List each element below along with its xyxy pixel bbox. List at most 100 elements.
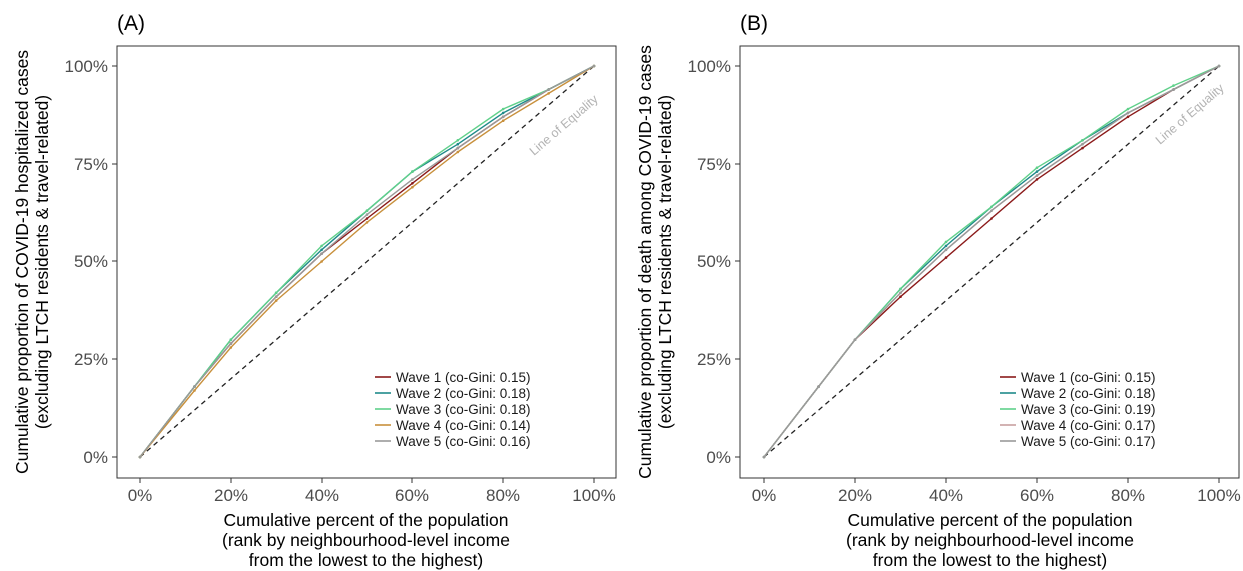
panel-b-y-tick-label: 50% [697, 252, 731, 271]
panel-b-x-tick-label: 60% [1020, 486, 1054, 505]
panel-b-legend-item: Wave 2 (co-Gini: 0.18) [1000, 386, 1156, 401]
panel-b-x-ticks: 0% 20% 40% 60% 80% 100% [752, 478, 1241, 505]
panel-b-y-ticks: 0% 25% 50% 75% 100% [688, 57, 740, 467]
panel-a-data-point [138, 455, 142, 459]
panel-b-y-title-line: (excluding LTCH residents & travel-relat… [655, 95, 675, 429]
panel-a-data-point [229, 346, 233, 349]
panel-a-data-point [501, 119, 505, 122]
panel-a-legend-item: Wave 3 (co-Gini: 0.18) [375, 402, 531, 417]
panel-b-data-point [1081, 146, 1084, 150]
panel-a-data-point [193, 389, 196, 392]
panel-a-data-point [456, 146, 460, 150]
panel-b-data-point [1172, 88, 1175, 91]
panel-b-legend-label: Wave 2 (co-Gini: 0.18) [1021, 386, 1156, 401]
panel-a-equality-line [139, 65, 595, 458]
panel-b-data-point [1035, 166, 1039, 169]
panel-a-legend-item: Wave 1 (co-Gini: 0.15) [375, 370, 531, 385]
panel-a-x-title-line: Cumulative percent of the population [223, 510, 508, 530]
panel-a-data-point [229, 342, 233, 345]
panel-b-data-point [1126, 115, 1130, 119]
panel-a-plot-border [116, 45, 617, 479]
panel-b-data-point [899, 287, 902, 291]
panel-b-x-tick-label: 100% [1197, 486, 1240, 505]
panel-a-legend-label: Wave 1 (co-Gini: 0.15) [396, 370, 531, 385]
panel-a-data-point [193, 385, 196, 388]
panel-b-data-point [1126, 111, 1130, 115]
panel-b-legend-label: Wave 3 (co-Gini: 0.19) [1021, 402, 1156, 417]
panel-a-y-axis-title: Cumulative proportion of COVID-19 hospit… [12, 50, 52, 474]
panel-a-x-tick-label: 60% [395, 486, 429, 505]
panel-a-data-point [411, 185, 414, 189]
panel-a-data-point [411, 178, 414, 181]
panel-a-x-axis-title: Cumulative percent of the population (ra… [222, 510, 510, 570]
panel-a-legend-label: Wave 2 (co-Gini: 0.18) [396, 386, 531, 401]
panel-a-legend-item: Wave 2 (co-Gini: 0.18) [375, 386, 531, 401]
panel-a-x-tick-label: 20% [214, 486, 248, 505]
panel-a-data-point [320, 252, 323, 255]
panel-b-data-point [1126, 107, 1130, 111]
panel-b-data-point [853, 338, 857, 342]
panel-a-series-group [138, 64, 596, 459]
panel-b-data-point [1035, 178, 1039, 181]
panel-b-data-point [990, 209, 993, 212]
panel-b-data-point [990, 205, 993, 209]
panel-b-data-point [1172, 84, 1175, 87]
panel-a-legend-label: Wave 4 (co-Gini: 0.14) [396, 418, 531, 433]
panel-b-series-group [762, 64, 1221, 459]
panel-a-y-tick-label: 0% [83, 448, 108, 467]
panel-b-data-point [944, 248, 948, 252]
panel-b-legend-label: Wave 4 (co-Gini: 0.17) [1021, 418, 1156, 433]
panel-a-data-point [274, 299, 278, 302]
panel-a-data-point [547, 88, 550, 91]
panel-a-data-point [456, 142, 460, 146]
panel-b-x-tick-label: 20% [838, 486, 872, 505]
panel-b-x-title-line: from the lowest to the highest) [873, 550, 1107, 570]
panel-a: (A) 0% 25% 50% 75% 100% 0% 20% 40% 60% 8… [12, 12, 617, 570]
panel-b-x-tick-label: 80% [1111, 486, 1145, 505]
panel-a-data-point [320, 244, 323, 248]
panel-a-legend-label: Wave 5 (co-Gini: 0.16) [396, 434, 531, 449]
panel-a-x-tick-label: 80% [486, 486, 520, 505]
panel-a-data-point [501, 107, 505, 111]
panel-b-y-axis-title: Cumulative proportion of death among COV… [635, 45, 675, 479]
panel-b-legend-item: Wave 3 (co-Gini: 0.19) [1000, 402, 1156, 417]
panel-b-y-tick-label: 0% [706, 448, 731, 467]
panel-a-x-tick-label: 100% [572, 486, 615, 505]
panel-b-legend-item: Wave 1 (co-Gini: 0.15) [1000, 370, 1156, 385]
panel-a-data-point [411, 182, 414, 185]
panel-a-y-tick-label: 75% [74, 155, 108, 174]
panel-a-y-tick-label: 25% [74, 350, 108, 369]
panel-b-data-point [1217, 64, 1221, 68]
panel-a-equality-label: Line of Equality [527, 91, 601, 158]
panel-a-legend: Wave 1 (co-Gini: 0.15) Wave 2 (co-Gini: … [375, 370, 531, 449]
panel-b-y-title-line: Cumulative proportion of death among COV… [635, 45, 655, 479]
panel-b-data-point [899, 295, 902, 299]
panel-b-legend-item: Wave 5 (co-Gini: 0.17) [1000, 434, 1156, 449]
panel-b-data-point [990, 217, 993, 220]
panel-a-legend-label: Wave 3 (co-Gini: 0.18) [396, 402, 531, 417]
panel-a-data-point [365, 213, 369, 216]
panel-a-y-title-line: (excluding LTCH residents & travel-relat… [32, 95, 52, 429]
panel-b-data-point [1081, 139, 1084, 142]
panel-a-data-point [365, 209, 369, 212]
panel-b-data-point [944, 256, 948, 259]
panel-b-x-axis-title: Cumulative percent of the population (ra… [846, 510, 1134, 570]
panel-b-data-point [899, 291, 902, 295]
panel-a-y-tick-label: 50% [74, 252, 108, 271]
panel-a-data-point [547, 92, 550, 95]
panel-a-y-title-line: Cumulative proportion of COVID-19 hospit… [12, 50, 32, 474]
panel-a-data-point [320, 260, 323, 263]
panel-a-y-ticks: 0% 25% 50% 75% 100% [65, 57, 117, 467]
panel-a-x-tick-label: 0% [128, 486, 153, 505]
panel-a-data-point [365, 217, 369, 220]
panel-b-x-title-line: Cumulative percent of the population [847, 510, 1132, 530]
panel-b-equality-line [763, 65, 1220, 458]
panel-a-label: (A) [117, 12, 145, 35]
panel-b-data-point [817, 385, 820, 388]
panel-b-legend-item: Wave 4 (co-Gini: 0.17) [1000, 418, 1156, 433]
panel-a-data-point [501, 115, 505, 119]
panel-b-y-tick-label: 75% [697, 155, 731, 174]
panel-a-x-ticks: 0% 20% 40% 60% 80% 100% [128, 478, 616, 505]
panel-a-data-point [274, 295, 278, 299]
panel-b-plot-border [739, 45, 1240, 479]
